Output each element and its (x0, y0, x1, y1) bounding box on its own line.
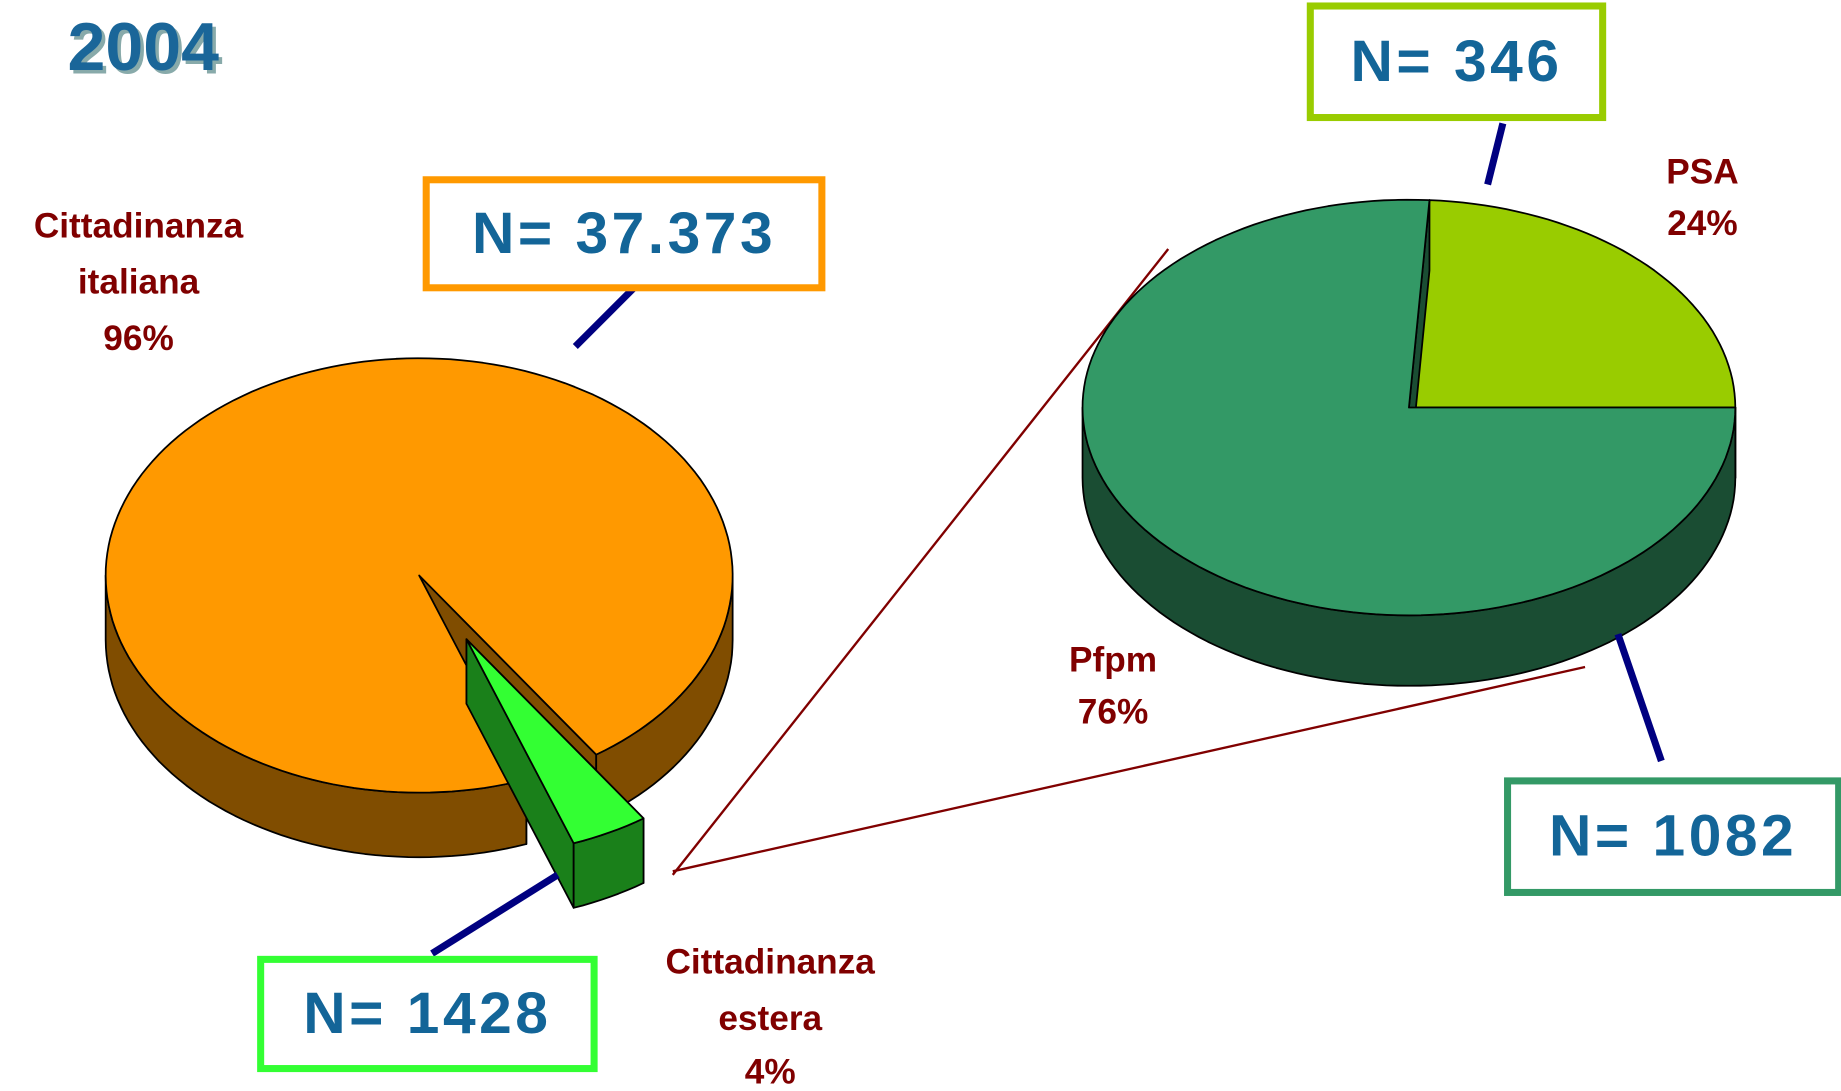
category-label: Cittadinanza estera (665, 942, 875, 1039)
pie-slice (1081, 198, 1737, 687)
value-label: 24% (1667, 204, 1738, 243)
slice-top (1081, 198, 1737, 617)
annotation: N= 37.373 (472, 201, 776, 266)
category-label-box: Cittadinanza italiana (33, 206, 244, 302)
category-label-box: Pfpm (1069, 641, 1158, 680)
annotation-box (257, 955, 598, 1073)
slice-top (465, 638, 645, 845)
pie-slice (465, 638, 645, 909)
slice-top (104, 357, 734, 794)
annotation: N= 1082 (1549, 804, 1797, 869)
value-label: 4% (745, 1053, 796, 1091)
slice-top (1408, 199, 1737, 409)
pie-slice (104, 357, 734, 859)
category-label-box: Cittadinanza estera (665, 942, 875, 1039)
annotation-box (1504, 777, 1841, 896)
category-label: Pfpm (1069, 641, 1158, 680)
annotation: N= 346 (1350, 29, 1562, 94)
leader-line (430, 871, 560, 957)
title-shadow: 2004 (71, 12, 223, 88)
annotation-box (422, 176, 826, 292)
leader-line (1614, 633, 1665, 763)
value-label: 96% (103, 319, 174, 358)
connector-line (671, 248, 1170, 876)
category-label-box: PSA (1666, 152, 1739, 192)
leader-line (572, 279, 643, 349)
connector-line (672, 665, 1586, 873)
category-label: Cittadinanza italiana (33, 206, 244, 302)
value-label: 76% (1078, 692, 1149, 731)
leader-line (1484, 122, 1507, 186)
chart-title: 2004 (68, 9, 220, 85)
annotation: N= 1428 (303, 981, 551, 1046)
annotation-box (1306, 2, 1607, 122)
category-label: PSA (1666, 152, 1739, 192)
